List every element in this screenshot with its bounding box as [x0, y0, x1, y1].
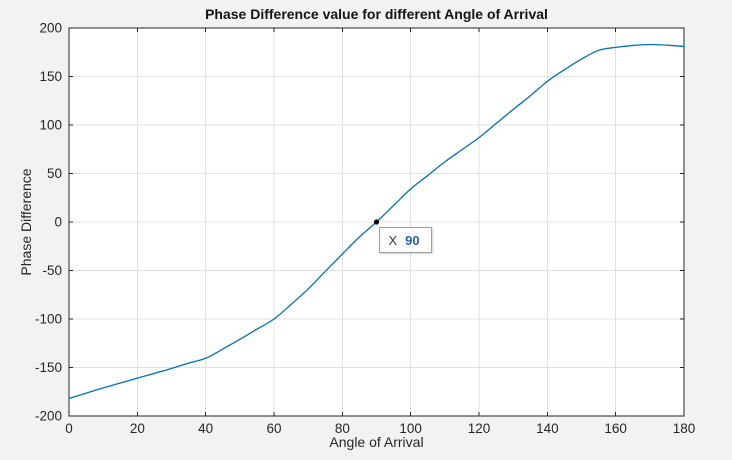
y-tick-label: -150: [35, 360, 62, 375]
chart-title: Phase Difference value for different Ang…: [205, 6, 548, 22]
x-tick-label: 40: [198, 421, 213, 436]
x-tick-label: 180: [673, 421, 696, 436]
y-tick-label: 0: [54, 215, 62, 230]
y-axis-label: Phase Difference: [18, 168, 34, 276]
x-tick-label: 100: [399, 421, 422, 436]
x-tick-label: 60: [266, 421, 281, 436]
axes-border: [68, 27, 685, 417]
y-tick-label: 150: [39, 69, 62, 84]
x-tick-label: 20: [130, 421, 145, 436]
y-tick-label: -100: [35, 312, 62, 327]
datatip-x-value: 90: [405, 232, 420, 248]
y-tick-label: 100: [39, 118, 62, 133]
x-axis-label: Angle of Arrival: [329, 434, 424, 450]
y-tick-label: -200: [35, 409, 62, 424]
y-tick-label: -50: [42, 263, 62, 278]
datatip-x-label: X: [388, 232, 398, 248]
x-tick-label: 160: [604, 421, 627, 436]
x-tick-label: 80: [335, 421, 350, 436]
x-tick-label: 0: [65, 421, 73, 436]
x-tick-label: 120: [468, 421, 491, 436]
x-tick-label: 140: [536, 421, 559, 436]
datatip-marker[interactable]: [373, 219, 380, 225]
y-tick-label: 200: [39, 21, 62, 36]
datatip[interactable]: X 90: [378, 227, 432, 253]
y-tick-label: 50: [47, 166, 62, 181]
